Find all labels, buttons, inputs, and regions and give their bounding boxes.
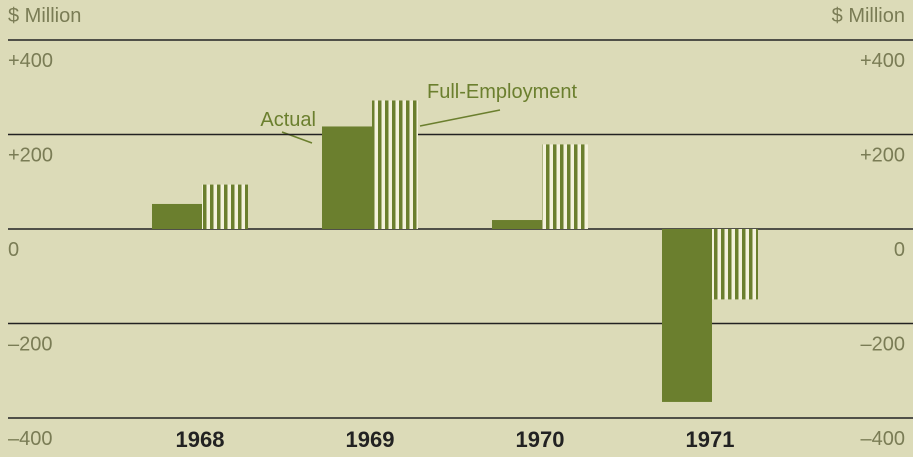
y2-tick-label: 0 [894, 239, 905, 261]
x-tick-label: 1971 [686, 427, 735, 452]
y2-axis-label: $ Million [832, 5, 905, 27]
y2-tick-label: +400 [860, 50, 905, 72]
y-tick-label: –400 [8, 428, 53, 450]
legend-label: Actual [260, 109, 316, 131]
y-tick-label: +200 [8, 145, 53, 167]
leader-line [281, 131, 313, 144]
legend-label: Full-Employment [427, 81, 577, 103]
bar [662, 229, 712, 402]
y2-tick-label: –400 [861, 428, 906, 450]
y-axis-label: $ Million [8, 5, 81, 27]
bar [372, 100, 418, 229]
bar [322, 126, 372, 229]
bar [492, 220, 542, 229]
leader-line [419, 109, 501, 127]
y-tick-label: –200 [8, 334, 53, 356]
bar [712, 229, 758, 300]
x-tick-label: 1968 [176, 427, 225, 452]
y2-tick-label: –200 [861, 334, 906, 356]
bar [202, 184, 248, 229]
y-tick-label: +400 [8, 50, 53, 72]
x-tick-label: 1970 [516, 427, 565, 452]
x-tick-label: 1969 [346, 427, 395, 452]
y-tick-label: 0 [8, 239, 19, 261]
bar [152, 203, 202, 229]
y2-tick-label: +200 [860, 145, 905, 167]
bar [542, 144, 588, 229]
